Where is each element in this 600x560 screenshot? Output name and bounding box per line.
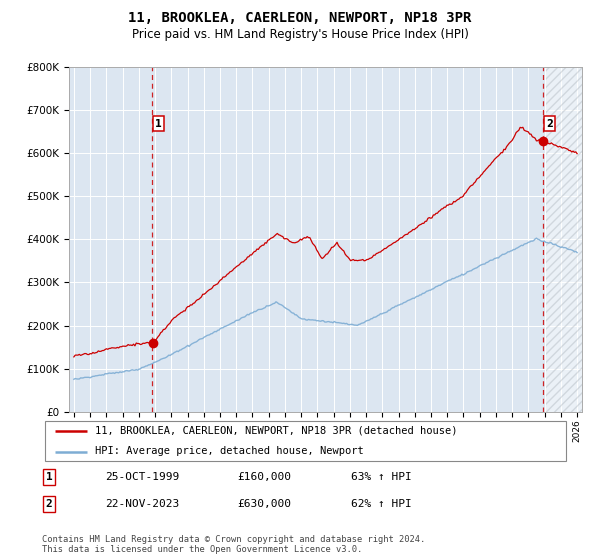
Text: Price paid vs. HM Land Registry's House Price Index (HPI): Price paid vs. HM Land Registry's House …: [131, 28, 469, 41]
Text: HPI: Average price, detached house, Newport: HPI: Average price, detached house, Newp…: [95, 446, 364, 456]
Text: 1: 1: [155, 119, 162, 129]
Text: 62% ↑ HPI: 62% ↑ HPI: [351, 499, 412, 509]
Text: 63% ↑ HPI: 63% ↑ HPI: [351, 472, 412, 482]
Text: £160,000: £160,000: [237, 472, 291, 482]
Text: £630,000: £630,000: [237, 499, 291, 509]
Text: 22-NOV-2023: 22-NOV-2023: [105, 499, 179, 509]
Text: 1: 1: [46, 472, 53, 482]
Text: 11, BROOKLEA, CAERLEON, NEWPORT, NP18 3PR (detached house): 11, BROOKLEA, CAERLEON, NEWPORT, NP18 3P…: [95, 426, 457, 436]
Text: 2: 2: [546, 119, 553, 129]
FancyBboxPatch shape: [44, 421, 566, 461]
Text: Contains HM Land Registry data © Crown copyright and database right 2024.
This d: Contains HM Land Registry data © Crown c…: [42, 535, 425, 554]
Text: 11, BROOKLEA, CAERLEON, NEWPORT, NP18 3PR: 11, BROOKLEA, CAERLEON, NEWPORT, NP18 3P…: [128, 11, 472, 25]
Bar: [546, 67, 585, 412]
Text: 2: 2: [46, 499, 53, 509]
Text: 25-OCT-1999: 25-OCT-1999: [105, 472, 179, 482]
